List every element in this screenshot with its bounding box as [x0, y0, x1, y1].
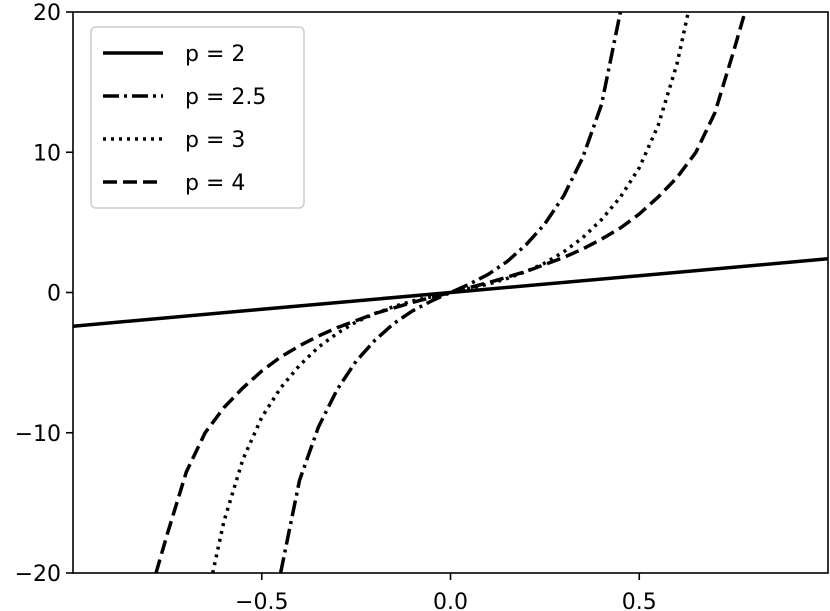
legend-label-1: p = 2.5 — [185, 85, 266, 110]
y-tick-label: 10 — [33, 141, 61, 166]
x-tick-label: 0.0 — [433, 590, 468, 611]
series-line-1 — [278, 12, 623, 573]
series-line-2 — [210, 12, 691, 573]
series-line-3 — [154, 12, 747, 573]
legend-box — [90, 26, 305, 209]
series-layer — [73, 12, 828, 573]
series-line-0 — [73, 257, 828, 328]
x-axis: −0.5 0.0 0.5 — [235, 573, 657, 611]
y-tick-label: 20 — [33, 1, 61, 26]
x-tick-label: 0.5 — [622, 590, 657, 611]
legend-label-2: p = 3 — [185, 128, 245, 153]
x-tick-label: −0.5 — [235, 590, 288, 611]
y-tick-label: −10 — [15, 422, 61, 447]
y-tick-label: −20 — [15, 562, 61, 587]
legend-label-3: p = 4 — [185, 171, 245, 196]
y-tick-label: 0 — [47, 282, 61, 307]
legend: p = 2 p = 2.5 p = 3 p = 4 — [90, 26, 305, 209]
legend-label-0: p = 2 — [185, 42, 245, 67]
y-axis: −20 −10 0 10 20 — [15, 1, 73, 587]
